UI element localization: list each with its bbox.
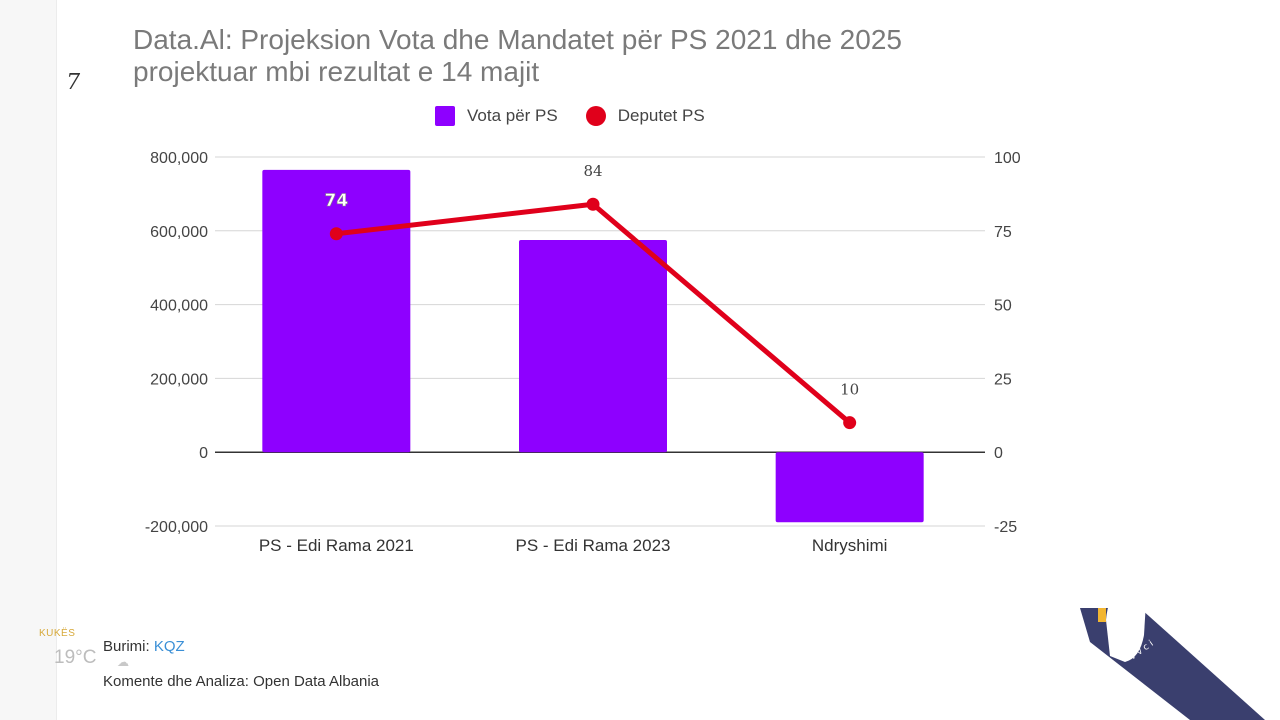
left-axis-tick-label: 200,000	[150, 371, 208, 388]
category-label: PS - Edi Rama 2023	[516, 536, 671, 555]
category-label: Ndryshimi	[812, 536, 888, 555]
left-axis-tick-label: 800,000	[150, 150, 208, 167]
left-axis-tick-label: 400,000	[150, 298, 208, 315]
line-point	[586, 197, 600, 211]
left-axis-tick-label: 0	[199, 445, 208, 462]
left-axis-tick-label: 600,000	[150, 224, 208, 241]
source-link[interactable]: KQZ	[153, 638, 185, 655]
right-axis-tick-label: 0	[994, 445, 1003, 462]
weather-temperature: 19°C	[54, 647, 97, 668]
cloud-icon: ☁	[117, 655, 129, 669]
comment-line: Komente dhe Analiza: Open Data Albania	[103, 673, 380, 690]
bar	[262, 169, 411, 453]
chart-title-line-2: projektuar mbi rezultat e 14 majit	[133, 56, 540, 87]
weather-city: KUKËS	[39, 628, 76, 639]
legend-bar-swatch	[435, 106, 455, 126]
source-line: Burimi: KQZ	[103, 638, 185, 655]
bar	[775, 452, 924, 523]
legend-line-swatch	[585, 106, 606, 126]
chart-title-line-1: Data.Al: Projeksion Vota dhe Mandatet pë…	[133, 24, 902, 55]
category-label: PS - Edi Rama 2021	[259, 536, 414, 555]
right-axis-tick-label: -25	[994, 519, 1017, 536]
right-axis-tick-label: 50	[994, 298, 1012, 315]
logo-accent-shape	[1098, 608, 1106, 622]
chart-legend: Vota për PS Deputet PS	[435, 106, 705, 126]
line-data-label: 74	[324, 191, 348, 211]
left-axis-tick-label: -200,000	[145, 519, 208, 536]
line-data-label: 10	[840, 381, 859, 399]
right-axis-tick-label: 75	[994, 224, 1012, 241]
bar	[519, 240, 667, 453]
channel-logo: v v c i	[1080, 586, 1265, 720]
line-point	[843, 416, 857, 430]
source-prefix: Burimi:	[103, 638, 154, 655]
chart-title: Data.Al: Projeksion Vota dhe Mandatet pë…	[133, 24, 1033, 88]
right-axis-tick-label: 25	[994, 371, 1012, 388]
left-sidebar-strip	[0, 0, 57, 720]
line-data-label: 84	[583, 162, 602, 180]
right-axis-tick-label: 100	[994, 150, 1021, 167]
logo-head-shape	[1106, 586, 1146, 662]
legend-line-label: Deputet PS	[617, 106, 705, 125]
line-point	[329, 227, 343, 241]
legend-bar-label: Vota për PS	[467, 106, 558, 125]
